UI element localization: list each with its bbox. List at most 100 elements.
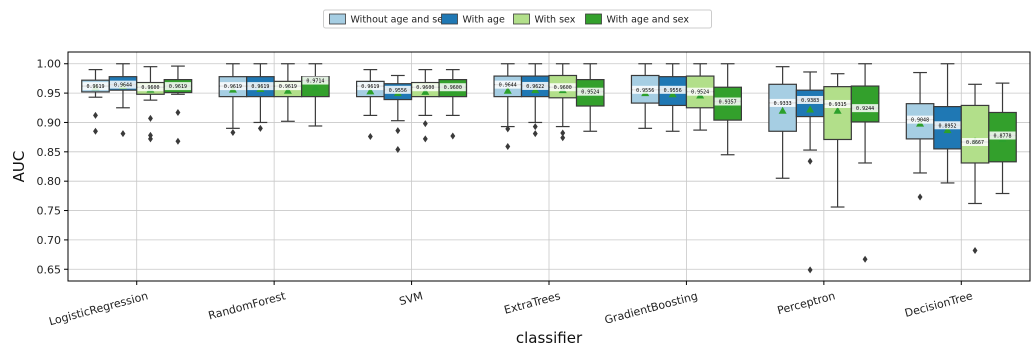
outlier-point xyxy=(148,114,153,122)
outlier-point xyxy=(367,133,373,141)
outlier-point xyxy=(230,128,236,136)
box-group: 0.8952 xyxy=(933,63,962,184)
x-tick-label: GradientBoosting xyxy=(603,289,699,326)
legend-swatch xyxy=(441,13,458,25)
box-group: 0.9600 xyxy=(136,66,165,143)
median-label-bg xyxy=(357,82,384,91)
x-tick-label: Perceptron xyxy=(776,289,837,317)
median-label-bg xyxy=(962,138,989,147)
median-label: 0.9556 xyxy=(389,88,407,94)
legend-item: Without age and sex xyxy=(329,13,449,26)
median-label-bg xyxy=(549,83,576,92)
box-group: 0.9600 xyxy=(438,69,468,140)
median-label-bg xyxy=(384,85,411,94)
median-label-bg xyxy=(274,82,301,91)
outlier-point xyxy=(972,246,978,254)
box xyxy=(850,85,880,123)
mean-marker xyxy=(833,106,842,114)
outlier-point xyxy=(862,255,868,263)
median-label: 0.9383 xyxy=(801,98,819,104)
median-label: 0.9619 xyxy=(169,84,187,90)
box-group: 0.9714 xyxy=(301,63,330,127)
legend-swatch xyxy=(329,13,346,25)
box-group: 0.9556 xyxy=(658,63,688,132)
median-label-bg xyxy=(439,83,466,92)
mean-marker xyxy=(366,87,375,95)
box-group: 0.9619 xyxy=(356,69,385,141)
median-label: 0.9644 xyxy=(114,83,132,89)
legend-item: With age xyxy=(441,13,505,26)
median-label: 0.9600 xyxy=(554,85,572,91)
box xyxy=(960,104,990,164)
median-label-bg xyxy=(797,95,824,104)
y-tick-label: 0.90 xyxy=(37,116,62,129)
y-tick-label: 0.65 xyxy=(37,263,62,276)
median-label-bg xyxy=(164,82,191,91)
outlier-point xyxy=(175,137,181,145)
y-tick-label: 0.75 xyxy=(37,205,62,218)
median-label-bg xyxy=(769,98,796,107)
mean-marker xyxy=(943,126,952,134)
outlier-point xyxy=(560,129,566,137)
median-label: 0.9619 xyxy=(86,84,104,90)
legend-swatch xyxy=(585,13,602,25)
box-group: 0.9357 xyxy=(713,63,743,156)
median-label-bg xyxy=(247,82,274,91)
median-label-bg xyxy=(109,80,136,89)
outlier-point xyxy=(395,127,401,135)
median-label: 0.9600 xyxy=(416,85,434,91)
outlier-point xyxy=(257,124,263,132)
outlier-point xyxy=(395,145,401,153)
x-tick-label: ExtraTrees xyxy=(503,289,562,317)
outlier-point xyxy=(148,135,153,143)
legend-item: With age and sex xyxy=(585,13,690,26)
x-tick-label: SVM xyxy=(398,289,425,308)
box-group: 0.9556 xyxy=(383,74,413,153)
median-label: 0.9622 xyxy=(526,84,544,90)
box-group: 0.9048 xyxy=(905,71,935,201)
outlier-point xyxy=(422,120,428,128)
median-label-bg xyxy=(824,99,851,108)
legend-label: With age and sex xyxy=(607,15,690,26)
median-label-bg xyxy=(714,97,741,106)
box-group: 0.9619 xyxy=(163,65,193,145)
box-group: 0.9619 xyxy=(273,63,303,122)
box-group: 0.9619 xyxy=(218,63,248,136)
median-label-bg xyxy=(302,76,329,85)
legend-item: With sex xyxy=(513,13,576,26)
y-tick-label: 1.00 xyxy=(37,58,62,71)
box-group: 0.9622 xyxy=(520,63,550,138)
x-tick-label: RandomForest xyxy=(207,289,288,322)
y-tick-label: 0.95 xyxy=(37,87,62,100)
mean-marker xyxy=(806,105,815,113)
median-label-bg xyxy=(687,87,714,96)
box-group: 0.9644 xyxy=(108,63,138,138)
median-label: 0.9357 xyxy=(719,99,737,105)
median-label: 0.9619 xyxy=(251,84,269,90)
outlier-point xyxy=(532,123,538,131)
legend-swatch xyxy=(513,13,530,25)
median-label-bg xyxy=(907,115,934,124)
y-tick-label: 0.85 xyxy=(37,146,62,159)
median-label-bg xyxy=(82,82,109,91)
outlier-point xyxy=(93,127,98,135)
median-label: 0.9524 xyxy=(581,90,599,96)
box-group: 0.9333 xyxy=(768,66,797,179)
outlier-point xyxy=(93,111,98,119)
box-group: 0.8667 xyxy=(960,83,990,254)
median-label-bg xyxy=(577,87,604,96)
median-label-bg xyxy=(659,85,686,94)
median-label-bg xyxy=(934,121,961,130)
median-label-bg xyxy=(632,85,659,94)
median-label: 0.9619 xyxy=(279,84,297,90)
mean-marker xyxy=(503,86,512,94)
median-label: 0.9315 xyxy=(829,102,847,108)
legend-label: With age xyxy=(463,15,505,26)
x-axis-label: classifier xyxy=(516,329,583,347)
box-group: 0.9383 xyxy=(795,71,825,274)
median-label: 0.9600 xyxy=(444,85,462,91)
outlier-point xyxy=(505,125,511,133)
outlier-point xyxy=(532,130,538,138)
